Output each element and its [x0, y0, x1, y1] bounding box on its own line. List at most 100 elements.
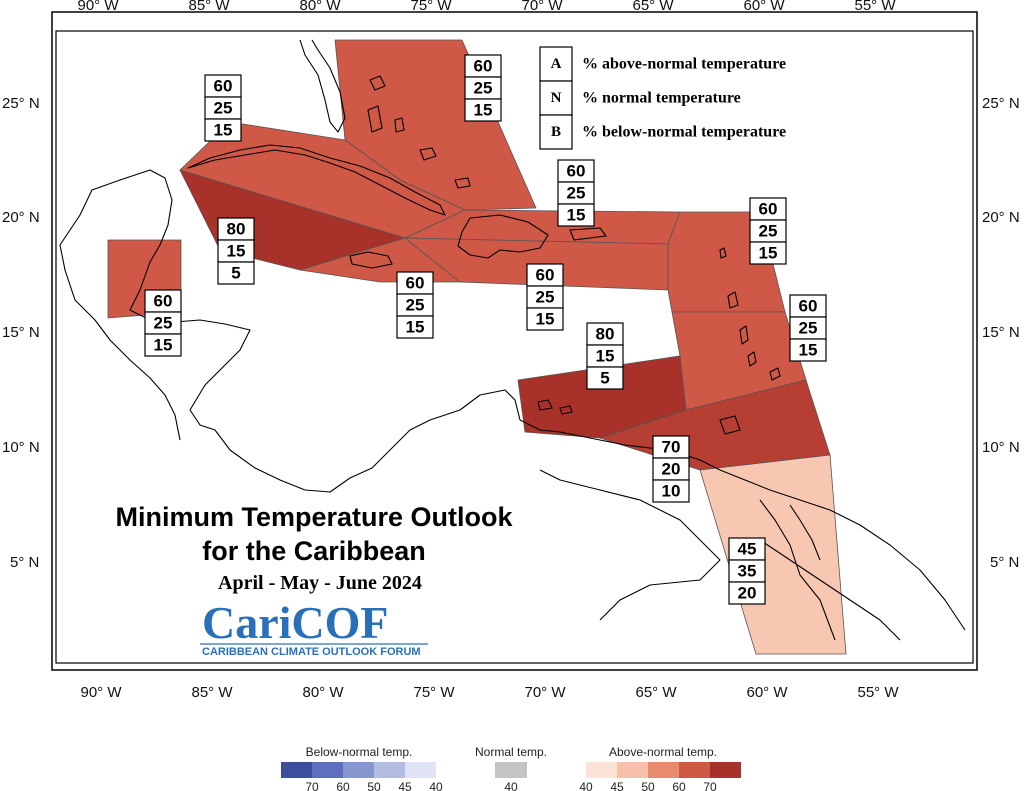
lon-tick: 90° W: [80, 684, 122, 701]
key-desc-a: % above-normal temperature: [582, 56, 786, 73]
lat-tick: 5° N: [10, 554, 39, 571]
prob-normal: 25: [406, 296, 425, 315]
lat-tick: 20° N: [982, 209, 1020, 226]
logo-subtitle: CARIBBEAN CLIMATE OUTLOOK FORUM: [202, 646, 421, 658]
prob-below: 20: [738, 584, 757, 603]
legend-tick: 45: [398, 780, 412, 791]
prob-box-hispaniola-puerto-rico: 60 25 15: [557, 159, 595, 227]
lon-tick: 60° W: [746, 684, 788, 701]
prob-above: 70: [662, 438, 681, 457]
map-frame: [55, 30, 974, 664]
prob-below: 15: [567, 206, 586, 225]
key-letter-n: N: [551, 90, 562, 106]
prob-normal: 15: [227, 242, 246, 261]
lat-tick: 15° N: [982, 324, 1020, 341]
prob-below: 15: [154, 336, 173, 355]
lon-tick: 75° W: [410, 0, 452, 14]
prob-above: 45: [738, 540, 757, 559]
legend-above-title: Above-normal temp.: [609, 745, 717, 759]
lon-tick: 55° W: [854, 0, 896, 14]
legend-swatch: [312, 762, 343, 778]
lon-tick: 70° W: [524, 684, 566, 701]
prob-normal: 15: [596, 347, 615, 366]
lat-tick: 10° N: [982, 439, 1020, 456]
prob-below: 15: [759, 244, 778, 263]
prob-normal: 25: [536, 288, 555, 307]
legend-normal-swatches: [495, 762, 527, 778]
prob-box-trinidad: 70 20 10: [652, 435, 690, 503]
lon-tick: 85° W: [188, 0, 230, 14]
prob-normal: 25: [474, 79, 493, 98]
prob-normal: 35: [738, 562, 757, 581]
prob-box-windward: 60 25 15: [789, 294, 827, 362]
prob-below: 5: [231, 264, 240, 283]
prob-below: 5: [600, 369, 609, 388]
legend-swatch: [679, 762, 710, 778]
prob-normal: 25: [214, 99, 233, 118]
lon-tick: 90° W: [77, 0, 119, 14]
prob-normal: 25: [154, 314, 173, 333]
season-label: April - May - June 2024: [218, 572, 422, 594]
logo-wordmark: CariCOF: [202, 597, 389, 648]
caricof-logo: CariCOF CARIBBEAN CLIMATE OUTLOOK FORUM: [200, 597, 428, 658]
prob-above: 60: [406, 274, 425, 293]
lat-ticks-left: 25° N 20° N 15° N 10° N 5° N: [2, 95, 40, 571]
legend-above-ticks: 40 45 50 60 70: [579, 780, 717, 791]
prob-below: 15: [474, 101, 493, 120]
legend-below-title: Below-normal temp.: [306, 745, 413, 759]
prob-below: 15: [799, 341, 818, 360]
legend-swatch: [586, 762, 617, 778]
legend-tick: 60: [672, 780, 686, 791]
prob-normal: 25: [567, 184, 586, 203]
legend-swatch: [281, 762, 312, 778]
legend-tick: 50: [641, 780, 655, 791]
prob-box-jamaica-haiti-south: 60 25 15: [396, 271, 434, 339]
legend-swatch: [648, 762, 679, 778]
lon-tick: 80° W: [302, 684, 344, 701]
legend-tick: 40: [429, 780, 443, 791]
lat-tick: 25° N: [982, 95, 1020, 112]
legend-below-ticks: 70 60 50 45 40: [305, 780, 443, 791]
prob-box-cayman-jamaica: 80 15 5: [217, 217, 255, 285]
probability-boxes: 60 25 15 60 25 15 80 15 5 60 25 15 60 25…: [144, 54, 827, 605]
prob-box-guianas: 45 35 20: [728, 537, 766, 605]
prob-normal: 25: [759, 222, 778, 241]
lon-tick: 85° W: [191, 684, 233, 701]
legend-swatch: [617, 762, 648, 778]
legend-swatch: [405, 762, 436, 778]
prob-above: 60: [214, 77, 233, 96]
title-line-2: for the Caribbean: [202, 536, 426, 566]
lon-tick: 55° W: [857, 684, 899, 701]
lon-tick: 65° W: [632, 0, 674, 14]
legend-normal-title: Normal temp.: [475, 745, 547, 759]
legend-above-swatches: [586, 762, 741, 778]
color-legend: Below-normal temp. Normal temp. Above-no…: [281, 745, 741, 791]
lat-tick: 25° N: [2, 95, 40, 112]
legend-swatch: [495, 762, 527, 778]
lat-ticks-right: 25° N 20° N 15° N 10° N 5° N: [982, 95, 1020, 571]
prob-above: 60: [567, 162, 586, 181]
legend-tick: 70: [703, 780, 717, 791]
legend-tick: 60: [336, 780, 350, 791]
prob-box-cuba-west: 60 25 15: [204, 74, 242, 142]
lon-tick: 80° W: [299, 0, 341, 14]
prob-above: 80: [227, 220, 246, 239]
legend-tick: 70: [305, 780, 319, 791]
lat-tick: 20° N: [2, 209, 40, 226]
title-block: Minimum Temperature Outlook for the Cari…: [115, 502, 513, 594]
legend-tick: 45: [610, 780, 624, 791]
lon-tick: 60° W: [743, 0, 785, 14]
prob-above: 80: [596, 325, 615, 344]
prob-above: 60: [154, 292, 173, 311]
legend-swatch: [374, 762, 405, 778]
legend-below-swatches: [281, 762, 436, 778]
title-line-1: Minimum Temperature Outlook: [115, 502, 513, 532]
legend-swatch: [343, 762, 374, 778]
lon-tick: 75° W: [413, 684, 455, 701]
prob-box-bahamas: 60 25 15: [464, 54, 502, 122]
prob-below: 10: [662, 482, 681, 501]
prob-below: 15: [214, 121, 233, 140]
lon-tick: 70° W: [521, 0, 563, 14]
prob-normal: 20: [662, 460, 681, 479]
prob-below: 15: [406, 318, 425, 337]
